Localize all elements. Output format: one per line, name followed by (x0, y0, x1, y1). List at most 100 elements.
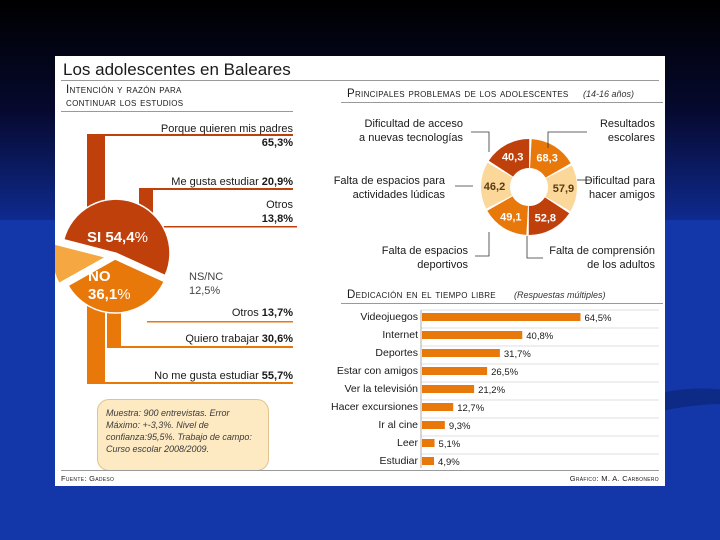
donut-segment-ludicas (481, 162, 513, 209)
si-reason-label-3: Otros (266, 199, 293, 211)
no-reason-3-line (87, 382, 293, 384)
left-title-rule (61, 111, 293, 112)
donut-value-deportivos: 49,1 (500, 211, 521, 223)
no-reason-value-1: 13,7% (261, 307, 293, 319)
problems-title-rule (341, 102, 663, 103)
no-unit: % (117, 286, 131, 303)
left-chart-title-line1: Intención y razón para (66, 84, 182, 96)
label-amigos-2: hacer amigos (588, 189, 655, 201)
bar-7 (422, 439, 435, 447)
bar-label-8: Estudiar (379, 455, 418, 467)
si-reason-label-1: Porque quieren mis padres (160, 123, 293, 135)
leader-deportivos (475, 232, 490, 257)
intention-chart: 68,3 57,9 52,8 49,1 46,2 40,3 Videojuegos 64,5%… (55, 131, 659, 468)
footer-rule (61, 470, 659, 471)
bar-3 (422, 367, 488, 375)
credit-text: Gráfico: M. A. Carbonero (569, 474, 659, 483)
si-reason-label-2: Me gusta estudiar (171, 176, 259, 188)
bar-value-1: 40,8% (526, 331, 553, 342)
leisure-chart-subtitle: (Respuestas múltiples) (514, 290, 606, 300)
no-reason-2-bar (107, 304, 121, 348)
bar-label-7: Leer (397, 437, 419, 449)
si-reason-value-1: 65,3% (261, 137, 293, 149)
donut-segment-resultados (530, 139, 571, 178)
pie-slice-si (62, 198, 171, 277)
si-reason-3-line (147, 226, 297, 228)
label-resultados-1: Resultados (599, 118, 655, 130)
label-acceso-2: a nuevas tecnologías (359, 132, 463, 144)
bar-value-3: 26,5% (491, 367, 518, 378)
donut-value-comprension: 52,8 (535, 212, 556, 224)
donut-segment-acceso (488, 139, 530, 177)
bar-value-7: 5,1% (439, 439, 461, 450)
bar-value-8: 4,9% (438, 457, 460, 468)
no-reason-value-2: 30,6% (261, 333, 293, 345)
bar-5 (422, 403, 454, 411)
label-deportivos-2: deportivos (417, 259, 468, 271)
bar-8 (422, 457, 435, 465)
label-resultados-2: escolares (607, 132, 655, 144)
label-acceso-1: Dificultad de acceso (364, 118, 463, 130)
nsnc-label: NS/NC (189, 271, 224, 283)
bar-2 (422, 349, 500, 357)
pie-slice-no (67, 258, 166, 314)
donut-segment-comprension (528, 197, 570, 235)
source-text: Fuente: Gadeso (61, 474, 115, 483)
no-value: 36,1 (88, 286, 118, 303)
si-reason-2-line (139, 188, 293, 190)
label-ludicas-1: Falta de espacios para (333, 175, 445, 187)
si-reason-1-line (87, 134, 293, 136)
si-reason-value-2: 20,9% (261, 176, 293, 188)
no-reason-label-2: Quiero trabajar (185, 333, 259, 345)
leader-resultados (547, 131, 587, 148)
title-rule (61, 80, 659, 81)
donut-segment-amigos (545, 165, 577, 212)
label-ludicas-2: actividades lúdicas (352, 189, 445, 201)
bar-label-1: Internet (382, 329, 418, 341)
bar-label-2: Deportes (375, 347, 418, 359)
label-comprension-1: Falta de comprensión (549, 245, 655, 257)
label-amigos-1: Dificultad para (584, 175, 655, 187)
bar-value-2: 31,7% (504, 349, 531, 360)
no-reason-label-3: No me gusta estudiar (154, 370, 259, 382)
bar-6 (422, 421, 445, 429)
methodology-note-text: Muestra: 900 entrevistas. Error Máximo: … (106, 408, 252, 454)
no-reason-value-3: 55,7% (261, 370, 293, 382)
bar-label-3: Estar con amigos (337, 365, 418, 377)
bar-value-4: 21,2% (478, 385, 505, 396)
bar-label-4: Ver la televisión (344, 383, 418, 395)
label-deportivos-1: Falta de espacios (381, 245, 468, 257)
nsnc-unit: % (210, 285, 221, 297)
pie-slice-ns-nc (55, 243, 109, 285)
problems-chart-subtitle: (14-16 años) (583, 89, 635, 99)
donut-segment-deportivos (487, 196, 528, 235)
problems-chart-title: Principales problemas de los adolescente… (347, 88, 569, 100)
bar-value-6: 9,3% (449, 421, 471, 432)
no-reason-label-1: Otros (231, 307, 259, 319)
donut-value-acceso: 40,3 (502, 152, 523, 164)
leisure-title-rule (341, 303, 663, 304)
no-reason-2-line (107, 346, 293, 348)
no-reason-1-line (147, 321, 293, 323)
bar-4 (422, 385, 475, 393)
left-chart-title-line2: continuar los estudios (66, 97, 184, 109)
donut-value-amigos: 57,9 (553, 183, 574, 195)
page-title: Los adolescentes en Baleares (63, 60, 291, 79)
leader-acceso (471, 131, 490, 152)
si-value: 54,4 (105, 229, 135, 246)
bar-label-0: Videojuegos (360, 311, 418, 323)
bar-1 (422, 331, 523, 339)
nsnc-value: 12,5 (189, 285, 211, 297)
leader-comprension (526, 236, 543, 259)
bar-value-0: 64,5% (584, 313, 611, 324)
si-unit: % (134, 229, 148, 246)
leisure-chart-title: Dedicación en el tiempo libre (347, 289, 496, 301)
methodology-note: Muestra: 900 entrevistas. Error Máximo: … (97, 399, 269, 471)
si-reason-value-3: 13,8% (261, 213, 293, 225)
bar-label-5: Hacer excursiones (331, 401, 418, 413)
donut-value-ludicas: 46,2 (484, 181, 505, 193)
infographic-card: Los adolescentes en Baleares Intención y… (55, 56, 665, 486)
bar-0 (422, 313, 581, 321)
donut-value-resultados: 68,3 (536, 153, 557, 165)
no-label: NO (88, 268, 111, 285)
